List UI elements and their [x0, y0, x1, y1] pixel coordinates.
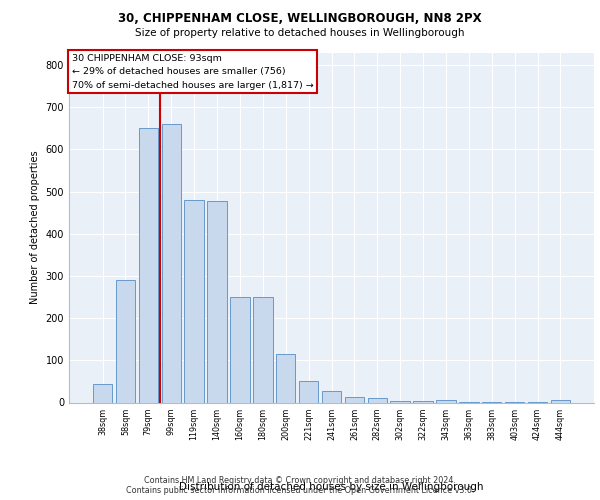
Bar	[551, 400, 570, 402]
Bar	[391, 401, 410, 402]
Bar	[436, 400, 455, 402]
Bar	[299, 382, 319, 402]
Bar	[139, 128, 158, 402]
Text: Contains HM Land Registry data © Crown copyright and database right 2024.: Contains HM Land Registry data © Crown c…	[144, 476, 456, 485]
Bar	[93, 384, 112, 402]
Bar	[344, 397, 364, 402]
Bar	[413, 401, 433, 402]
Text: Contains public sector information licensed under the Open Government Licence v3: Contains public sector information licen…	[126, 486, 474, 495]
Bar	[322, 390, 341, 402]
Text: 30, CHIPPENHAM CLOSE, WELLINGBOROUGH, NN8 2PX: 30, CHIPPENHAM CLOSE, WELLINGBOROUGH, NN…	[118, 12, 482, 26]
Bar	[276, 354, 295, 403]
Bar	[208, 201, 227, 402]
Y-axis label: Number of detached properties: Number of detached properties	[30, 150, 40, 304]
Bar	[184, 200, 204, 402]
Bar	[368, 398, 387, 402]
Text: Size of property relative to detached houses in Wellingborough: Size of property relative to detached ho…	[135, 28, 465, 38]
Bar	[253, 297, 272, 403]
Bar	[116, 280, 135, 402]
X-axis label: Distribution of detached houses by size in Wellingborough: Distribution of detached houses by size …	[179, 482, 484, 492]
Text: 30 CHIPPENHAM CLOSE: 93sqm
← 29% of detached houses are smaller (756)
70% of sem: 30 CHIPPENHAM CLOSE: 93sqm ← 29% of deta…	[71, 54, 313, 90]
Bar	[161, 124, 181, 402]
Bar	[230, 297, 250, 403]
